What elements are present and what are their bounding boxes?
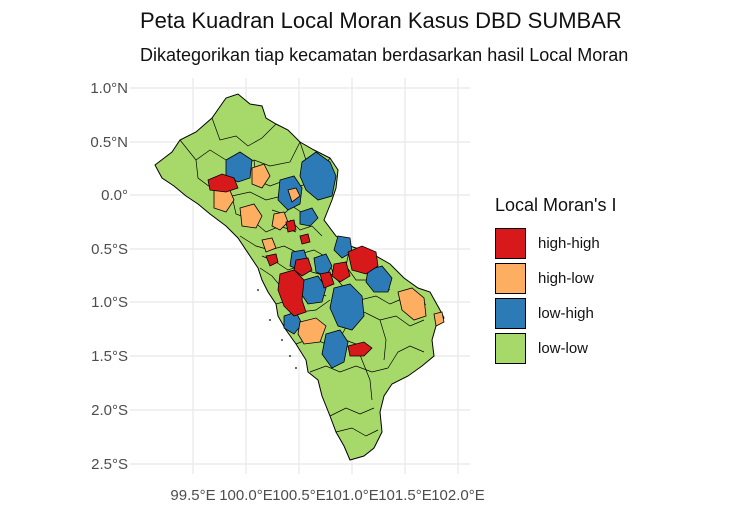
legend-swatch: [495, 228, 526, 259]
districts-low-high: [225, 151, 393, 369]
y-axis-labels: 1.0°N 0.5°N 0.0° 0.5°S 1.0°S 1.5°S 2.0°S…: [90, 80, 128, 473]
x-axis-labels: 99.5°E 100.0°E 100.5°E 101.0°E 101.5°E 1…: [170, 487, 484, 504]
legend-label: high-high: [538, 235, 600, 252]
legend-item-low-high: low-high: [495, 296, 617, 331]
legend-label: high-low: [538, 270, 594, 287]
legend-swatch: [495, 298, 526, 329]
districts-high-high: [207, 173, 379, 357]
legend-label: low-high: [538, 305, 594, 322]
districts-high-low: [213, 163, 445, 345]
y-tick-label: 0.5°N: [90, 134, 128, 151]
x-tick-label: 101.5°E: [378, 487, 432, 504]
y-tick-label: 2.5°S: [91, 456, 128, 473]
map-subtitle: Dikategorikan tiap kecamatan berdasarkan…: [140, 45, 629, 65]
y-tick-label: 1.0°S: [91, 294, 128, 311]
legend-label: low-low: [538, 340, 589, 357]
y-tick-label: 1.0°N: [90, 80, 128, 97]
legend-swatch: [495, 263, 526, 294]
y-tick-label: 2.0°S: [91, 402, 128, 419]
legend-item-high-low: high-low: [495, 261, 617, 296]
legend-title: Local Moran's I: [495, 195, 617, 215]
y-tick-label: 0.5°S: [91, 241, 128, 258]
x-tick-label: 99.5°E: [170, 487, 215, 504]
x-tick-label: 102.0°E: [431, 487, 485, 504]
legend-item-high-high: high-high: [495, 226, 617, 261]
y-tick-label: 0.0°: [101, 187, 128, 204]
x-tick-label: 100.5°E: [272, 487, 326, 504]
legend-swatch: [495, 333, 526, 364]
legend: Local Moran's I high-high high-low low-h…: [495, 195, 617, 366]
x-tick-label: 101.0°E: [325, 487, 379, 504]
x-tick-label: 100.0°E: [219, 487, 273, 504]
y-tick-label: 1.5°S: [91, 348, 128, 365]
islands: [257, 289, 297, 369]
map-title: Peta Kuadran Local Moran Kasus DBD SUMBA…: [140, 8, 622, 33]
legend-item-low-low: low-low: [495, 331, 617, 366]
